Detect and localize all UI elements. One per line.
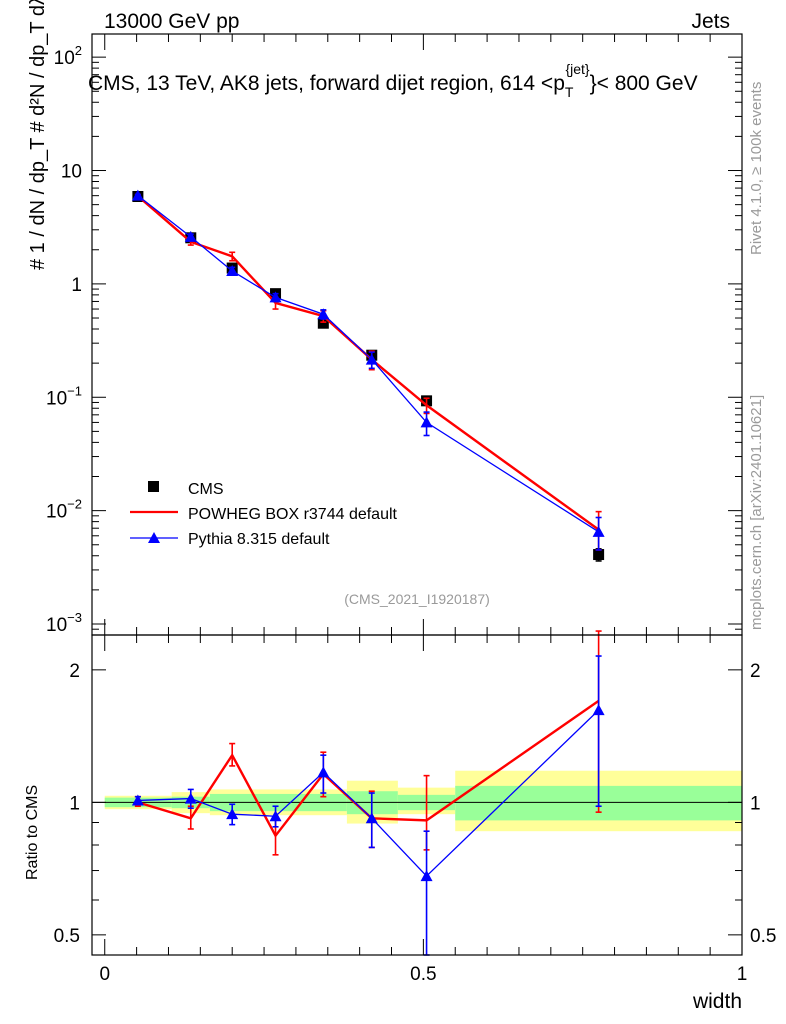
y-tick-label: 10 — [61, 162, 82, 183]
ratio-y-tick-label-right: 1 — [750, 793, 761, 814]
ratio-y-tick-label-right: 0.5 — [750, 926, 776, 947]
x-tick-label: 1 — [737, 964, 748, 985]
data-series — [131, 189, 605, 956]
x-tick-label: 0 — [99, 964, 110, 985]
pythia-point — [131, 794, 144, 806]
pythia-point — [365, 353, 378, 365]
analysis-watermark: (CMS_2021_I1920187) — [344, 591, 490, 607]
y-tick-label: 1 — [71, 275, 82, 296]
legend: CMS POWHEG BOX r3744 default Pythia 8.31… — [130, 481, 398, 548]
y-axis-label-main: # 1 / dN / dp_T # d²N / dp_T dλ — [27, 0, 49, 270]
y-tick-label: 102 — [54, 43, 82, 69]
plot-frames — [91, 33, 743, 956]
legend-marker-cms — [148, 481, 159, 492]
plot-title-main: CMS, 13 TeV, AK8 jets, forward dijet reg… — [88, 72, 565, 95]
series-line — [137, 195, 599, 533]
ratio-uncertainty-bands — [104, 770, 742, 832]
plot-title: CMS, 13 TeV, AK8 jets, forward dijet reg… — [88, 61, 698, 100]
mcplots-credit: mcplots.cern.ch [arXiv:2401.10621] — [748, 395, 765, 630]
pythia-point — [317, 766, 330, 778]
pythia-point — [131, 189, 144, 201]
ratio-frame — [91, 634, 743, 956]
legend-marker-pythia — [148, 532, 160, 543]
pythia-point — [365, 812, 378, 824]
pythia-point — [420, 870, 433, 882]
pythia-point — [184, 792, 197, 804]
plot-title-sup: {jet} — [565, 61, 589, 77]
x-axis-label: width — [692, 990, 742, 1013]
header-left: 13000 GeV pp — [104, 10, 239, 33]
series-line — [137, 709, 600, 878]
y-tick-label: 10−2 — [46, 497, 82, 523]
series-line — [137, 699, 600, 838]
pythia-point — [317, 308, 330, 320]
pythia-point — [226, 264, 239, 276]
ratio-series-1 — [131, 655, 605, 956]
legend-label-pythia: Pythia 8.315 default — [188, 531, 330, 548]
ratio-y-tick-label: 2 — [69, 661, 80, 682]
series-line — [137, 195, 600, 531]
plot-title-sub: T — [565, 84, 574, 100]
y-tick-label: 10−1 — [46, 383, 82, 409]
header-right: Jets — [691, 10, 730, 33]
cms-point — [593, 549, 605, 561]
pythia-point — [269, 810, 282, 822]
pythia-point — [226, 808, 239, 820]
pythia-point — [420, 416, 433, 428]
ratio-y-tick-label: 0.5 — [54, 926, 80, 947]
ratio-y-tick-label: 1 — [69, 793, 80, 814]
y-axis-label-ratio: Ratio to CMS — [24, 785, 41, 880]
rivet-version: Rivet 4.1.0, ≥ 100k events — [748, 82, 765, 255]
pythia-point — [592, 704, 605, 716]
cms-point — [317, 317, 329, 329]
pythia-point — [592, 525, 605, 537]
main-series-2 — [131, 189, 605, 551]
ratio-y-tick-label-right: 2 — [750, 661, 761, 682]
x-tick-label: 0.5 — [410, 964, 436, 985]
plot-title-end: }< 800 GeV — [590, 72, 698, 95]
pythia-point — [184, 230, 197, 242]
legend-label-cms: CMS — [188, 481, 224, 498]
pythia-point — [269, 291, 282, 303]
legend-label-powheg: POWHEG BOX r3744 default — [188, 506, 398, 523]
y-tick-label: 10−3 — [46, 610, 82, 636]
